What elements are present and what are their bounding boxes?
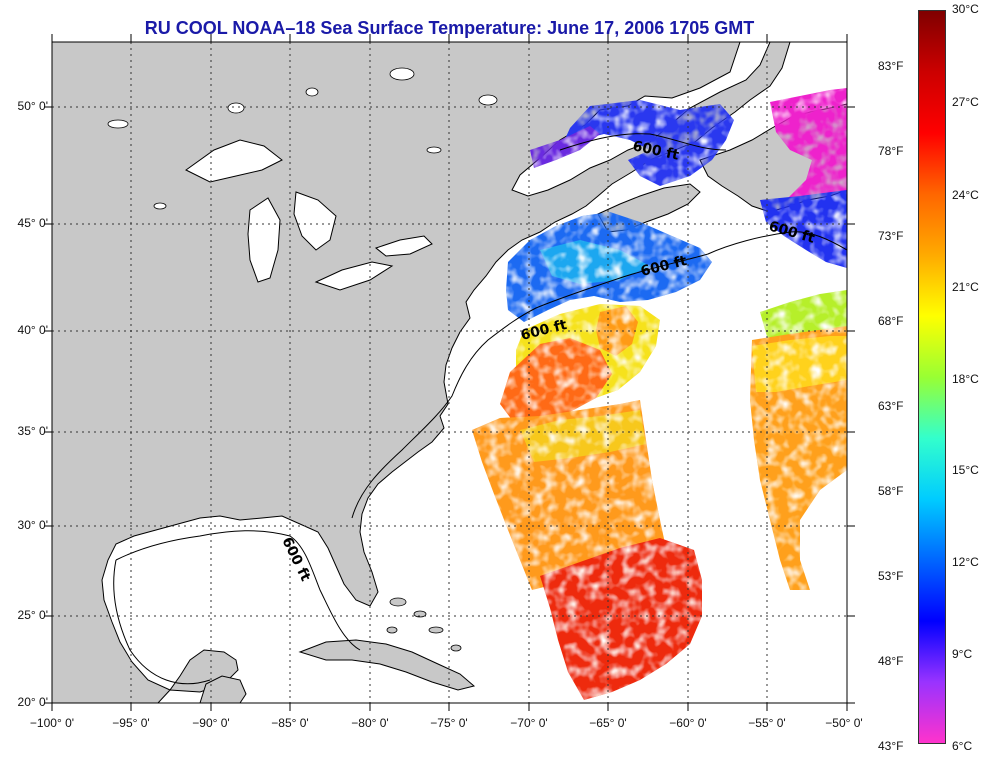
colorbar-celsius-label: 9°C <box>952 647 973 661</box>
sst-patch-right-swath-green <box>760 290 847 340</box>
sst-data-layer <box>472 88 847 700</box>
lon-label-75: −75° 0' <box>430 716 468 730</box>
colorbar-fahrenheit-label: 48°F <box>878 654 904 668</box>
map-grid <box>52 42 847 703</box>
colorbar-celsius-label: 27°C <box>952 95 979 109</box>
colorbar-celsius-label: 24°C <box>952 188 979 202</box>
lon-label-90: −90° 0' <box>192 716 230 730</box>
colorbar-celsius-label: 12°C <box>952 555 979 569</box>
sst-patch-st-lawrence-estuary <box>530 126 600 168</box>
sst-colorbar <box>918 10 946 744</box>
sst-patch-gulf-st-lawrence <box>560 100 734 186</box>
sst-patch-sargasso-yellow-streak <box>520 410 646 462</box>
colorbar-fahrenheit-label: 58°F <box>878 484 904 498</box>
sst-patch-grand-banks-blue <box>760 190 847 268</box>
colorbar-celsius-label: 15°C <box>952 463 979 477</box>
colorbar-celsius-label: 18°C <box>952 372 979 386</box>
map-title: RU COOL NOAA–18 Sea Surface Temperature:… <box>144 18 755 38</box>
lon-label-95: −95° 0' <box>112 716 150 730</box>
lon-label-80: −80° 0' <box>351 716 389 730</box>
lat-label-20: 20° 0' <box>17 695 48 709</box>
colorbar-celsius-label: 6°C <box>952 739 973 753</box>
cuba-landmass <box>298 639 476 691</box>
lon-label-100: −100° 0' <box>29 716 75 730</box>
colorbar-celsius-label: 21°C <box>952 280 979 294</box>
lat-label-40: 40° 0' <box>17 323 48 337</box>
lat-label-25: 25° 0' <box>17 608 48 622</box>
lon-label-65: −65° 0' <box>589 716 627 730</box>
colorbar-fahrenheit-label: 53°F <box>878 569 904 583</box>
lat-label-30: 30° 0' <box>17 518 48 532</box>
colorbar-fahrenheit-label: 73°F <box>878 229 904 243</box>
sst-patch-scotian-shelf-cyan <box>540 240 650 284</box>
colorbar-celsius-label: 30°C <box>952 2 979 16</box>
colorbar-fahrenheit-label: 63°F <box>878 399 904 413</box>
colorbar-fahrenheit-label: 78°F <box>878 144 904 158</box>
colorbar-fahrenheit-label: 83°F <box>878 59 904 73</box>
lat-label-35: 35° 0' <box>17 424 48 438</box>
sst-patch-right-swath-yellow <box>752 336 847 392</box>
sst-patch-gulf-stream-orange <box>500 338 612 420</box>
lon-label-85: −85° 0' <box>271 716 309 730</box>
tick-marks <box>44 34 855 711</box>
northern-lakes <box>107 67 498 210</box>
lat-label-45: 45° 0' <box>17 216 48 230</box>
colorbar-fahrenheit-label: 68°F <box>878 314 904 328</box>
colorbar-fahrenheit-label: 43°F <box>878 739 904 753</box>
north-america-landmass <box>52 42 791 703</box>
great-lakes <box>185 139 433 291</box>
lat-label-50: 50° 0' <box>17 99 48 113</box>
lon-label-55: −55° 0' <box>748 716 786 730</box>
bahamas-islands <box>386 597 462 652</box>
lon-label-50: −50° 0' <box>825 716 863 730</box>
sst-patch-sargasso-red <box>540 538 702 700</box>
lon-label-60: −60° 0' <box>669 716 707 730</box>
lon-label-70: −70° 0' <box>510 716 548 730</box>
